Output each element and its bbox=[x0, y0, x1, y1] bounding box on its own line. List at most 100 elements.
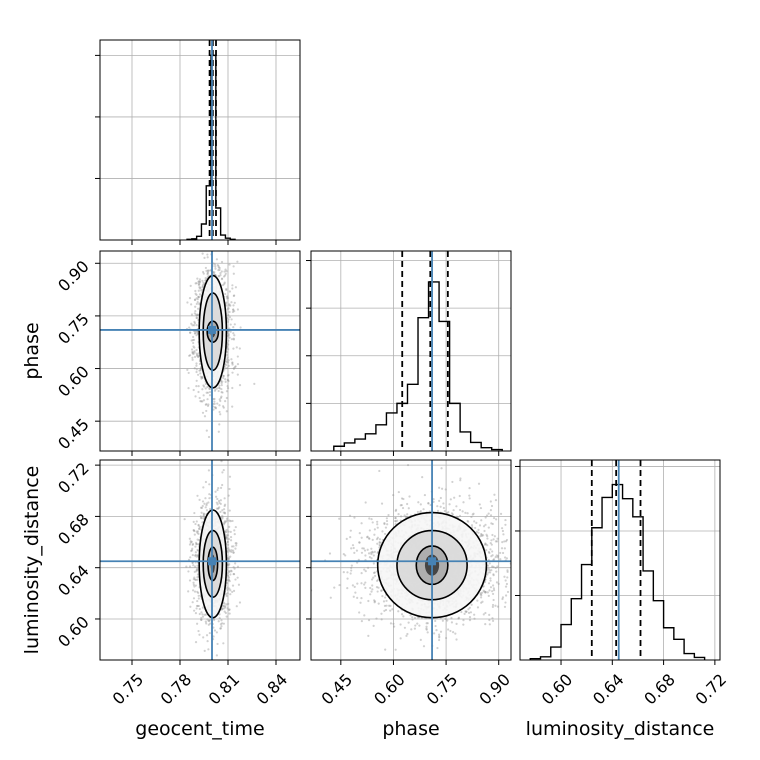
sample-point bbox=[414, 624, 417, 627]
sample-point bbox=[229, 323, 232, 326]
sample-point bbox=[466, 512, 469, 515]
sample-point bbox=[190, 313, 194, 316]
y-tick-label: 0.64 bbox=[54, 561, 93, 600]
sample-point bbox=[192, 597, 196, 600]
sample-point bbox=[196, 622, 199, 625]
sample-point bbox=[197, 597, 200, 600]
sample-point bbox=[399, 637, 402, 640]
sample-point bbox=[372, 554, 375, 557]
sample-point bbox=[236, 308, 240, 311]
sample-point bbox=[346, 577, 349, 580]
sample-point bbox=[230, 338, 234, 341]
sample-point bbox=[403, 514, 406, 517]
density-panel-phase-luminosity_distance: 0.45 0.60 0.75 0.90 bbox=[306, 459, 514, 709]
sample-point bbox=[224, 530, 227, 533]
sample-point bbox=[200, 506, 204, 509]
sample-point bbox=[387, 513, 390, 517]
sample-point bbox=[227, 348, 230, 351]
sample-point bbox=[194, 584, 198, 587]
sample-point bbox=[377, 602, 380, 605]
sample-point bbox=[234, 578, 237, 581]
sample-point bbox=[194, 641, 198, 644]
sample-point bbox=[215, 495, 218, 498]
sample-point bbox=[500, 547, 504, 550]
sample-point bbox=[219, 510, 222, 514]
sample-point bbox=[191, 589, 195, 592]
sample-point bbox=[195, 543, 198, 546]
sample-point bbox=[385, 604, 388, 607]
sample-point bbox=[381, 594, 384, 598]
sample-point bbox=[226, 540, 229, 543]
sample-point bbox=[438, 499, 441, 502]
sample-point bbox=[196, 277, 199, 280]
sample-point bbox=[194, 331, 197, 335]
sample-point bbox=[380, 612, 383, 615]
sample-point bbox=[233, 323, 236, 326]
sample-point bbox=[496, 605, 500, 608]
sample-point bbox=[188, 579, 192, 582]
sample-point bbox=[197, 295, 200, 298]
sample-point bbox=[499, 558, 502, 561]
sample-point bbox=[203, 385, 206, 388]
sample-point bbox=[197, 527, 201, 531]
sample-point bbox=[195, 364, 198, 367]
density-content bbox=[100, 460, 300, 660]
sample-point bbox=[206, 271, 209, 274]
sample-point bbox=[203, 502, 206, 505]
sample-point bbox=[207, 648, 210, 651]
sample-point bbox=[446, 619, 449, 622]
sample-point bbox=[213, 397, 216, 401]
sample-point bbox=[198, 283, 201, 286]
sample-point bbox=[228, 487, 231, 491]
sample-point bbox=[400, 503, 403, 507]
sample-point bbox=[197, 390, 200, 394]
sample-point bbox=[213, 402, 216, 405]
sample-point bbox=[197, 207, 199, 209]
sample-point bbox=[501, 529, 505, 533]
sample-point bbox=[223, 511, 226, 514]
sample-point bbox=[451, 513, 455, 516]
sample-point bbox=[209, 269, 212, 272]
sample-point bbox=[364, 570, 367, 573]
sample-point bbox=[217, 486, 220, 490]
sample-point bbox=[184, 219, 186, 221]
sample-point bbox=[427, 502, 430, 505]
sample-point bbox=[201, 270, 205, 274]
sample-point bbox=[478, 524, 482, 527]
sample-point bbox=[219, 502, 222, 505]
sample-point bbox=[471, 513, 474, 516]
sample-point bbox=[201, 376, 204, 380]
sample-point bbox=[193, 350, 196, 353]
sample-point bbox=[437, 638, 441, 642]
sample-point bbox=[201, 400, 204, 403]
sample-point bbox=[368, 529, 371, 532]
panel-frame bbox=[99, 250, 301, 452]
sample-point bbox=[491, 592, 495, 596]
sample-point bbox=[199, 515, 202, 518]
sample-point bbox=[487, 526, 490, 529]
sample-point bbox=[206, 273, 209, 276]
sample-point bbox=[197, 280, 200, 283]
sample-point bbox=[202, 515, 205, 518]
sample-point bbox=[470, 524, 474, 527]
sample-point bbox=[434, 619, 437, 623]
sample-point bbox=[195, 324, 198, 327]
sample-point bbox=[468, 497, 471, 500]
sample-point bbox=[231, 371, 234, 374]
sample-point bbox=[197, 591, 200, 595]
sample-point bbox=[455, 505, 458, 508]
sample-point bbox=[233, 310, 236, 313]
sample-point bbox=[192, 581, 195, 584]
sample-point bbox=[468, 615, 472, 619]
sample-point bbox=[207, 403, 210, 406]
sample-point bbox=[193, 346, 196, 349]
sample-point bbox=[232, 308, 235, 311]
sample-point bbox=[224, 531, 227, 534]
sample-point bbox=[208, 619, 211, 622]
sample-point bbox=[227, 364, 230, 367]
sample-point bbox=[373, 600, 377, 603]
sample-point bbox=[214, 241, 216, 243]
sample-point bbox=[223, 508, 226, 511]
sample-point bbox=[226, 592, 229, 595]
sample-point bbox=[221, 604, 224, 608]
